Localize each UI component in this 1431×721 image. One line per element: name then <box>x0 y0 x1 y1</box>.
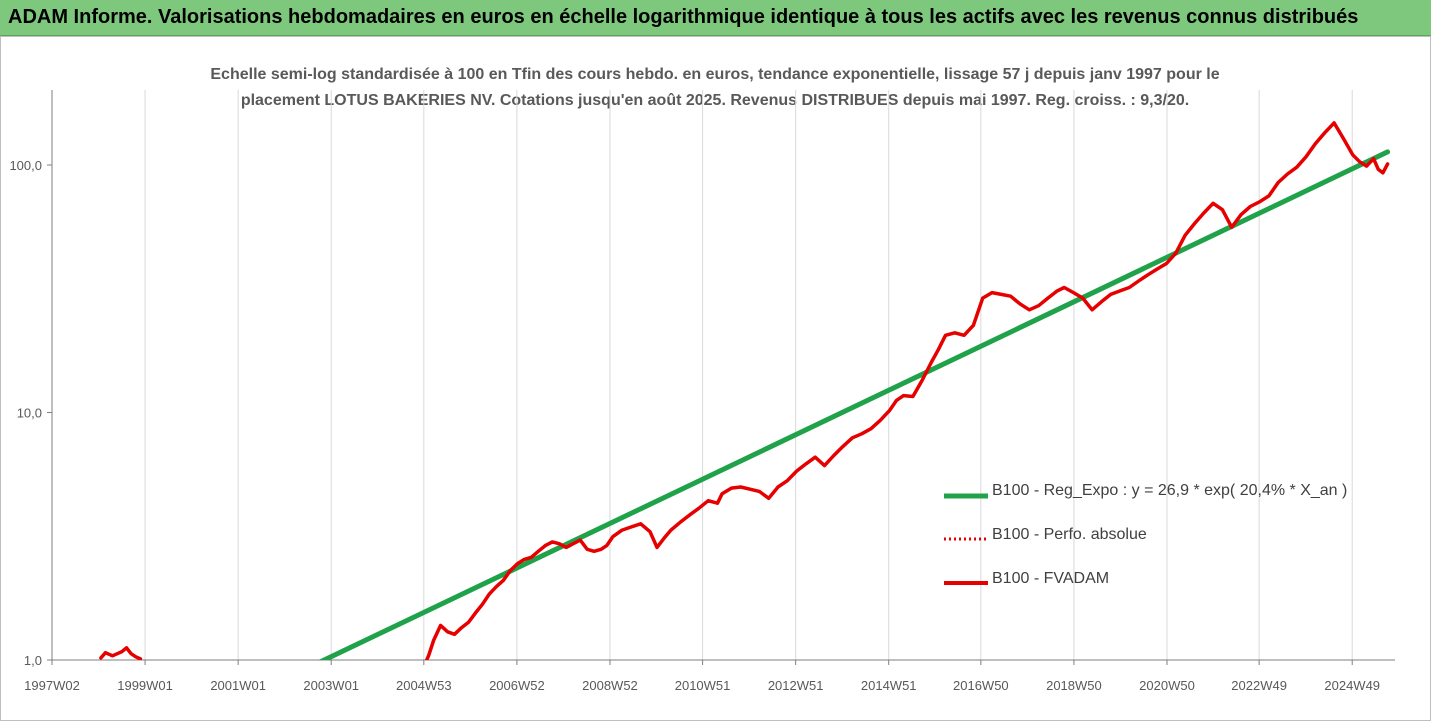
chart-title-line-1: Echelle semi-log standardisée à 100 en T… <box>210 66 1220 83</box>
legend-label-perfo: B100 - Perfo. absolue <box>992 526 1147 543</box>
legend-item-fvadam: B100 - FVADAM <box>944 568 1384 594</box>
legend-swatch-fvadam <box>944 581 988 585</box>
page-title: ADAM Informe. Valorisations hebdomadaire… <box>8 6 1359 28</box>
legend-item-regression: B100 - Reg_Expo : y = 26,9 * exp( 20,4% … <box>944 480 1384 506</box>
legend-swatch-regression <box>944 493 988 499</box>
chart-title-line-2: placement LOTUS BAKERIES NV. Cotations j… <box>240 92 1190 109</box>
legend-label-regression: B100 - Reg_Expo : y = 26,9 * exp( 20,4% … <box>992 482 1348 499</box>
legend-label-fvadam: B100 - FVADAM <box>992 570 1110 587</box>
legend-swatch-perfo <box>944 537 988 541</box>
header-banner: ADAM Informe. Valorisations hebdomadaire… <box>0 0 1431 36</box>
chart-frame <box>0 36 1431 721</box>
legend-item-perfo: B100 - Perfo. absolue <box>944 524 1384 550</box>
